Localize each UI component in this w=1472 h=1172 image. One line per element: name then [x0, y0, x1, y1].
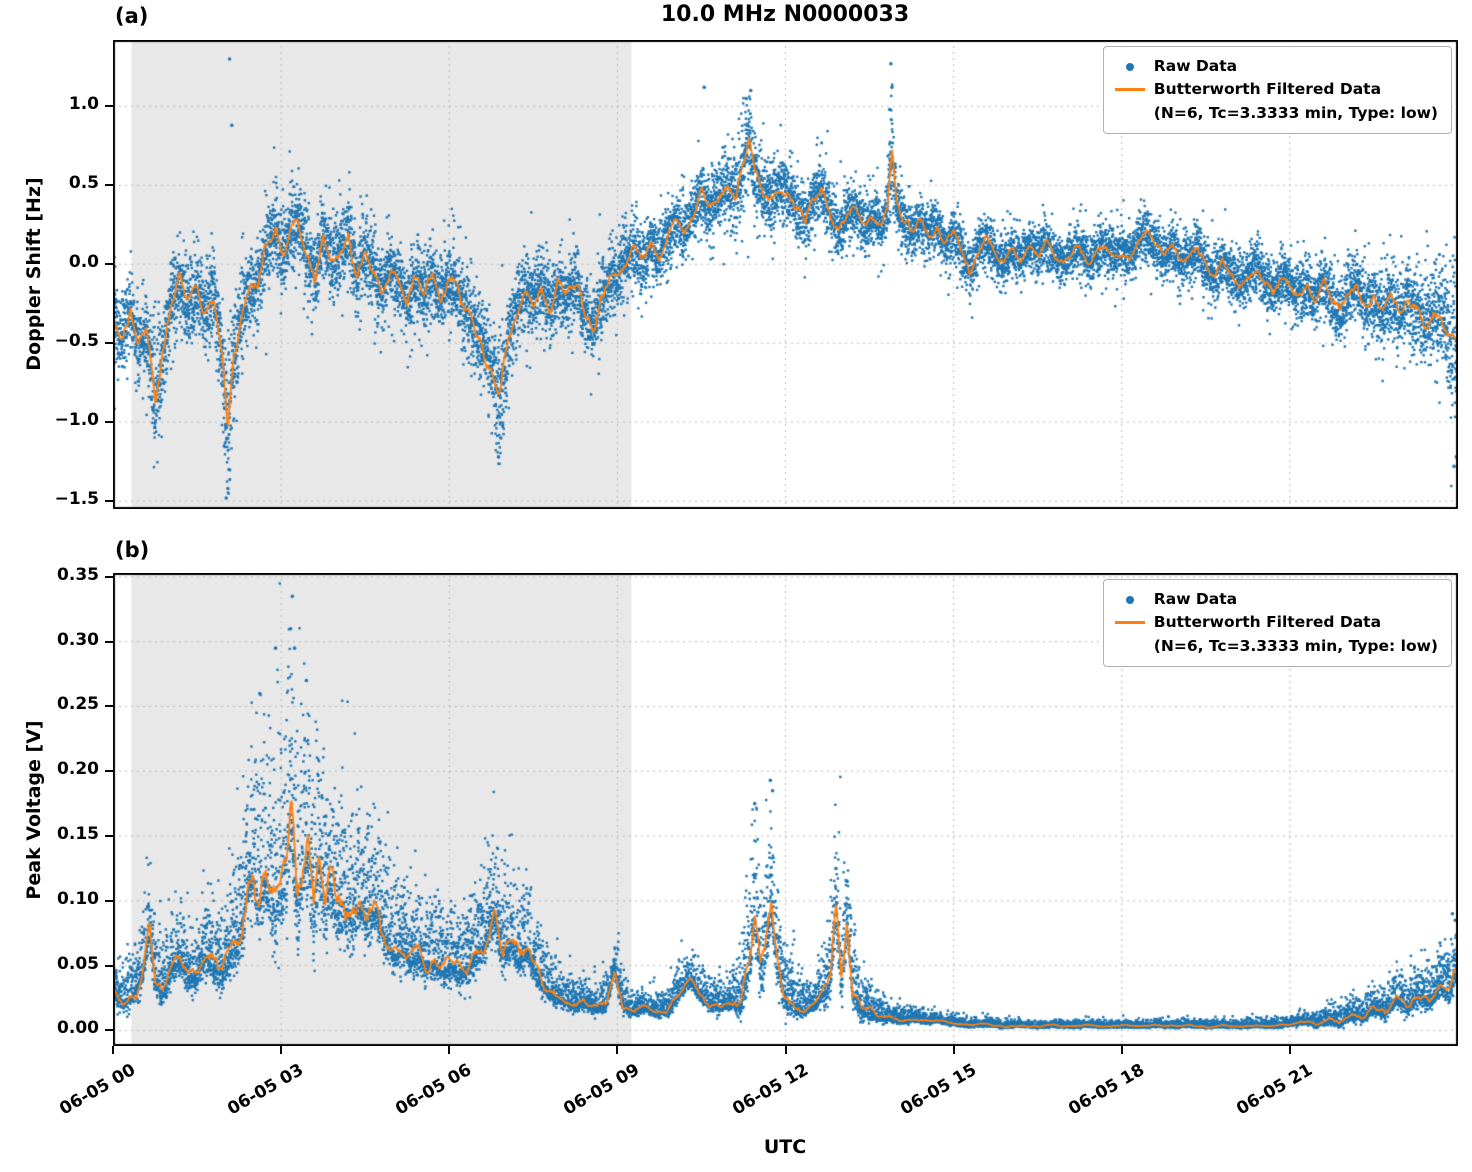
y-tick-mark: [105, 184, 113, 187]
legend-raw-label: Raw Data: [1153, 590, 1238, 608]
raw-data-marker-icon: [1125, 62, 1134, 71]
y-tick-mark: [105, 835, 113, 838]
x-tick-label: 06-05 03: [224, 1060, 308, 1120]
x-axis-label: UTC: [763, 1136, 807, 1158]
legend-raw-entry: Raw Data: [1115, 588, 1438, 611]
filtered-line-marker-icon: [1114, 621, 1145, 625]
figure-title: 10.0 MHz N0000033: [660, 2, 910, 27]
y-tick-label: 0.20: [57, 759, 99, 780]
x-tick-mark: [1120, 1046, 1123, 1054]
y-tick-mark: [105, 421, 113, 424]
y-tick-mark: [105, 263, 113, 266]
legend-filtered-sublabel: (N=6, Tc=3.3333 min, Type: low): [1153, 636, 1438, 655]
x-tick-mark: [1288, 1046, 1291, 1054]
y-tick-label: 1.0: [68, 94, 99, 115]
y-tick-mark: [105, 342, 113, 345]
legend-filtered-subentry: (N=6, Tc=3.3333 min, Type: low): [1115, 635, 1438, 658]
y-tick-mark: [105, 105, 113, 108]
legend-filtered-sublabel: (N=6, Tc=3.3333 min, Type: low): [1153, 103, 1438, 122]
legend-panel-a: Raw Data Butterworth Filtered Data (N=6,…: [1102, 46, 1452, 134]
x-tick-label: 06-05 18: [1065, 1060, 1148, 1120]
x-tick-mark: [784, 1046, 787, 1054]
x-tick-mark: [952, 1046, 955, 1054]
panel-b-tag: (b): [115, 538, 150, 562]
y-tick-label: 0.5: [68, 173, 99, 194]
x-tick-mark: [448, 1046, 451, 1054]
filtered-line-marker-icon: [1114, 88, 1145, 92]
legend-filtered-entry: Butterworth Filtered Data: [1114, 78, 1438, 101]
y-tick-label: 0.05: [57, 953, 99, 974]
x-tick-label: 06-05 09: [560, 1060, 644, 1120]
y-tick-label: 0.00: [57, 1018, 99, 1039]
y-tick-label: −1.0: [54, 410, 99, 431]
x-tick-mark: [280, 1046, 283, 1054]
panel-a-tag: (a): [115, 4, 149, 28]
legend-filtered-subentry: (N=6, Tc=3.3333 min, Type: low): [1115, 102, 1438, 125]
x-tick-label: 06-05 06: [392, 1060, 476, 1120]
y-tick-label: 0.35: [57, 564, 99, 585]
legend-filtered-label: Butterworth Filtered Data: [1153, 80, 1382, 99]
y-tick-label: 0.30: [57, 629, 99, 650]
y-tick-mark: [105, 770, 113, 773]
y-tick-label: 0.10: [57, 888, 99, 909]
y-tick-mark: [105, 575, 113, 578]
legend-filtered-entry: Butterworth Filtered Data: [1114, 611, 1438, 634]
y-tick-mark: [105, 640, 113, 643]
y-tick-label: 0.0: [68, 252, 99, 273]
y-tick-label: −0.5: [54, 331, 99, 352]
x-tick-label: 06-05 12: [728, 1060, 812, 1120]
y-tick-mark: [105, 899, 113, 902]
y-tick-label: 0.25: [57, 694, 99, 715]
x-tick-label: 06-05 21: [1233, 1060, 1316, 1120]
raw-data-marker-icon: [1125, 595, 1134, 604]
panel-b-ylabel: Peak Voltage [V]: [23, 720, 45, 900]
legend-filtered-label: Butterworth Filtered Data: [1153, 613, 1382, 632]
y-tick-mark: [105, 705, 113, 708]
legend-panel-b: Raw Data Butterworth Filtered Data (N=6,…: [1102, 579, 1452, 667]
y-tick-mark: [105, 964, 113, 967]
y-tick-mark: [105, 1029, 113, 1032]
x-tick-mark: [112, 1046, 114, 1054]
y-tick-mark: [105, 500, 113, 503]
legend-raw-entry: Raw Data: [1115, 55, 1438, 78]
y-tick-label: −1.5: [54, 489, 99, 510]
x-tick-label: 06-05 15: [896, 1060, 980, 1120]
x-tick-mark: [616, 1046, 619, 1054]
x-tick-label: 06-05 00: [56, 1060, 139, 1120]
y-tick-label: 0.15: [57, 824, 99, 845]
legend-raw-label: Raw Data: [1153, 57, 1238, 75]
